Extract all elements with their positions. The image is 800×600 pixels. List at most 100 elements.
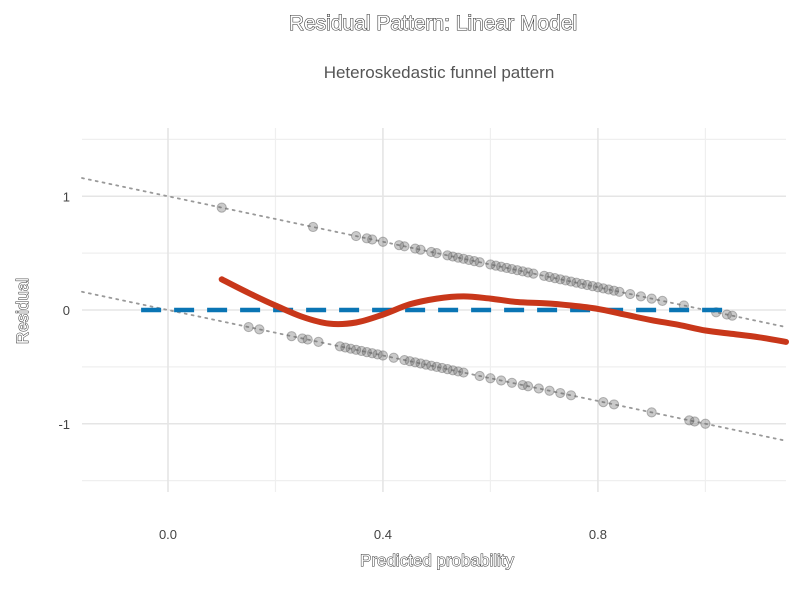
residual-point xyxy=(458,367,469,378)
reference-lines xyxy=(81,177,787,442)
chart-title: Residual Pattern: Linear Model xyxy=(289,12,577,35)
residual-point xyxy=(302,334,313,345)
residual-point xyxy=(512,265,523,276)
residual-point xyxy=(393,240,405,251)
residual-point xyxy=(436,362,448,374)
residual-point xyxy=(598,397,609,408)
residual-point xyxy=(689,416,700,427)
chart-subtitle: Heteroskedastic funnel pattern xyxy=(324,63,555,82)
residual-point xyxy=(544,385,555,396)
residual-point xyxy=(608,399,620,410)
residual-point xyxy=(447,251,458,262)
residual-point xyxy=(361,346,372,358)
residual-point xyxy=(565,390,577,401)
residual-point xyxy=(592,282,604,293)
residual-point xyxy=(625,288,636,300)
y-tick-label: 0 xyxy=(63,303,70,318)
residual-point xyxy=(410,357,421,368)
fit-lines xyxy=(141,276,789,345)
residual-point xyxy=(614,286,625,297)
residual-point xyxy=(571,277,582,288)
residual-point xyxy=(501,262,512,274)
residual-point xyxy=(565,276,577,287)
residual-point xyxy=(582,279,593,291)
reference-line-y0 xyxy=(81,290,787,442)
residual-point xyxy=(474,257,485,268)
residual-point xyxy=(307,221,319,233)
residual-point xyxy=(404,356,415,367)
residual-point xyxy=(361,233,372,244)
residual-point xyxy=(517,379,528,391)
residual-point xyxy=(367,348,378,359)
residual-point xyxy=(635,291,647,302)
x-tick-label: 0.4 xyxy=(374,527,392,542)
residual-point xyxy=(399,241,410,252)
residual-point xyxy=(453,252,464,263)
residual-point xyxy=(442,250,453,261)
residual-point xyxy=(377,236,389,247)
residual-point xyxy=(350,344,362,355)
residual-point xyxy=(555,387,566,399)
residual-point xyxy=(469,255,480,267)
residual-point xyxy=(463,254,475,266)
residual-point xyxy=(646,407,657,418)
residual-point xyxy=(576,278,587,289)
residual-point xyxy=(399,354,410,366)
residual-point xyxy=(608,285,620,296)
residual-point xyxy=(377,350,389,361)
x-tick-label: 0.8 xyxy=(589,527,607,542)
residual-point xyxy=(453,366,464,377)
reference-line-y1 xyxy=(81,177,787,328)
residual-point xyxy=(350,230,362,242)
residual-point xyxy=(598,283,609,294)
residual-point xyxy=(458,253,469,264)
residual-point xyxy=(372,349,383,360)
residual-point xyxy=(420,359,432,370)
residual-point xyxy=(356,345,367,357)
residual-point xyxy=(496,375,507,386)
y-tick-label: -1 xyxy=(58,417,70,432)
residual-points xyxy=(216,202,738,429)
smooth-trend-line xyxy=(218,276,789,345)
residual-point xyxy=(254,324,265,335)
residual-point xyxy=(560,275,571,286)
residual-point xyxy=(485,259,496,270)
residual-point xyxy=(426,360,437,371)
residual-point xyxy=(442,364,453,375)
residual-point xyxy=(313,336,324,347)
residual-point xyxy=(517,266,528,277)
residual-point xyxy=(700,418,711,429)
residual-point xyxy=(727,310,738,321)
residual-point xyxy=(490,260,501,271)
residual-point xyxy=(506,377,518,388)
residual-point xyxy=(415,358,426,369)
residual-point xyxy=(297,333,308,344)
residual-point xyxy=(367,234,378,245)
residual-point xyxy=(646,293,657,304)
residual-point xyxy=(243,321,254,333)
residual-point xyxy=(474,370,485,382)
residual-point xyxy=(721,309,732,320)
residual-point xyxy=(528,268,539,279)
residual-point xyxy=(506,263,518,275)
residual-point xyxy=(603,284,614,295)
residual-point xyxy=(496,261,507,272)
residual-point xyxy=(544,271,555,283)
residual-point xyxy=(431,361,442,372)
residual-point xyxy=(286,331,297,342)
residual-point xyxy=(522,381,534,392)
residual-point xyxy=(539,270,550,281)
residual-point xyxy=(657,295,668,306)
residual-point xyxy=(522,267,534,278)
residual-point xyxy=(587,281,598,292)
residual-point xyxy=(549,273,561,284)
residual-point xyxy=(410,243,421,254)
residual-point xyxy=(334,341,346,352)
grid xyxy=(82,128,786,492)
x-tick-label: 0.0 xyxy=(159,527,177,542)
residual-point xyxy=(340,342,351,353)
residual-point xyxy=(426,246,437,258)
residual-point xyxy=(485,373,496,384)
y-axis-title: Residual xyxy=(13,278,32,344)
residual-point xyxy=(447,365,458,376)
